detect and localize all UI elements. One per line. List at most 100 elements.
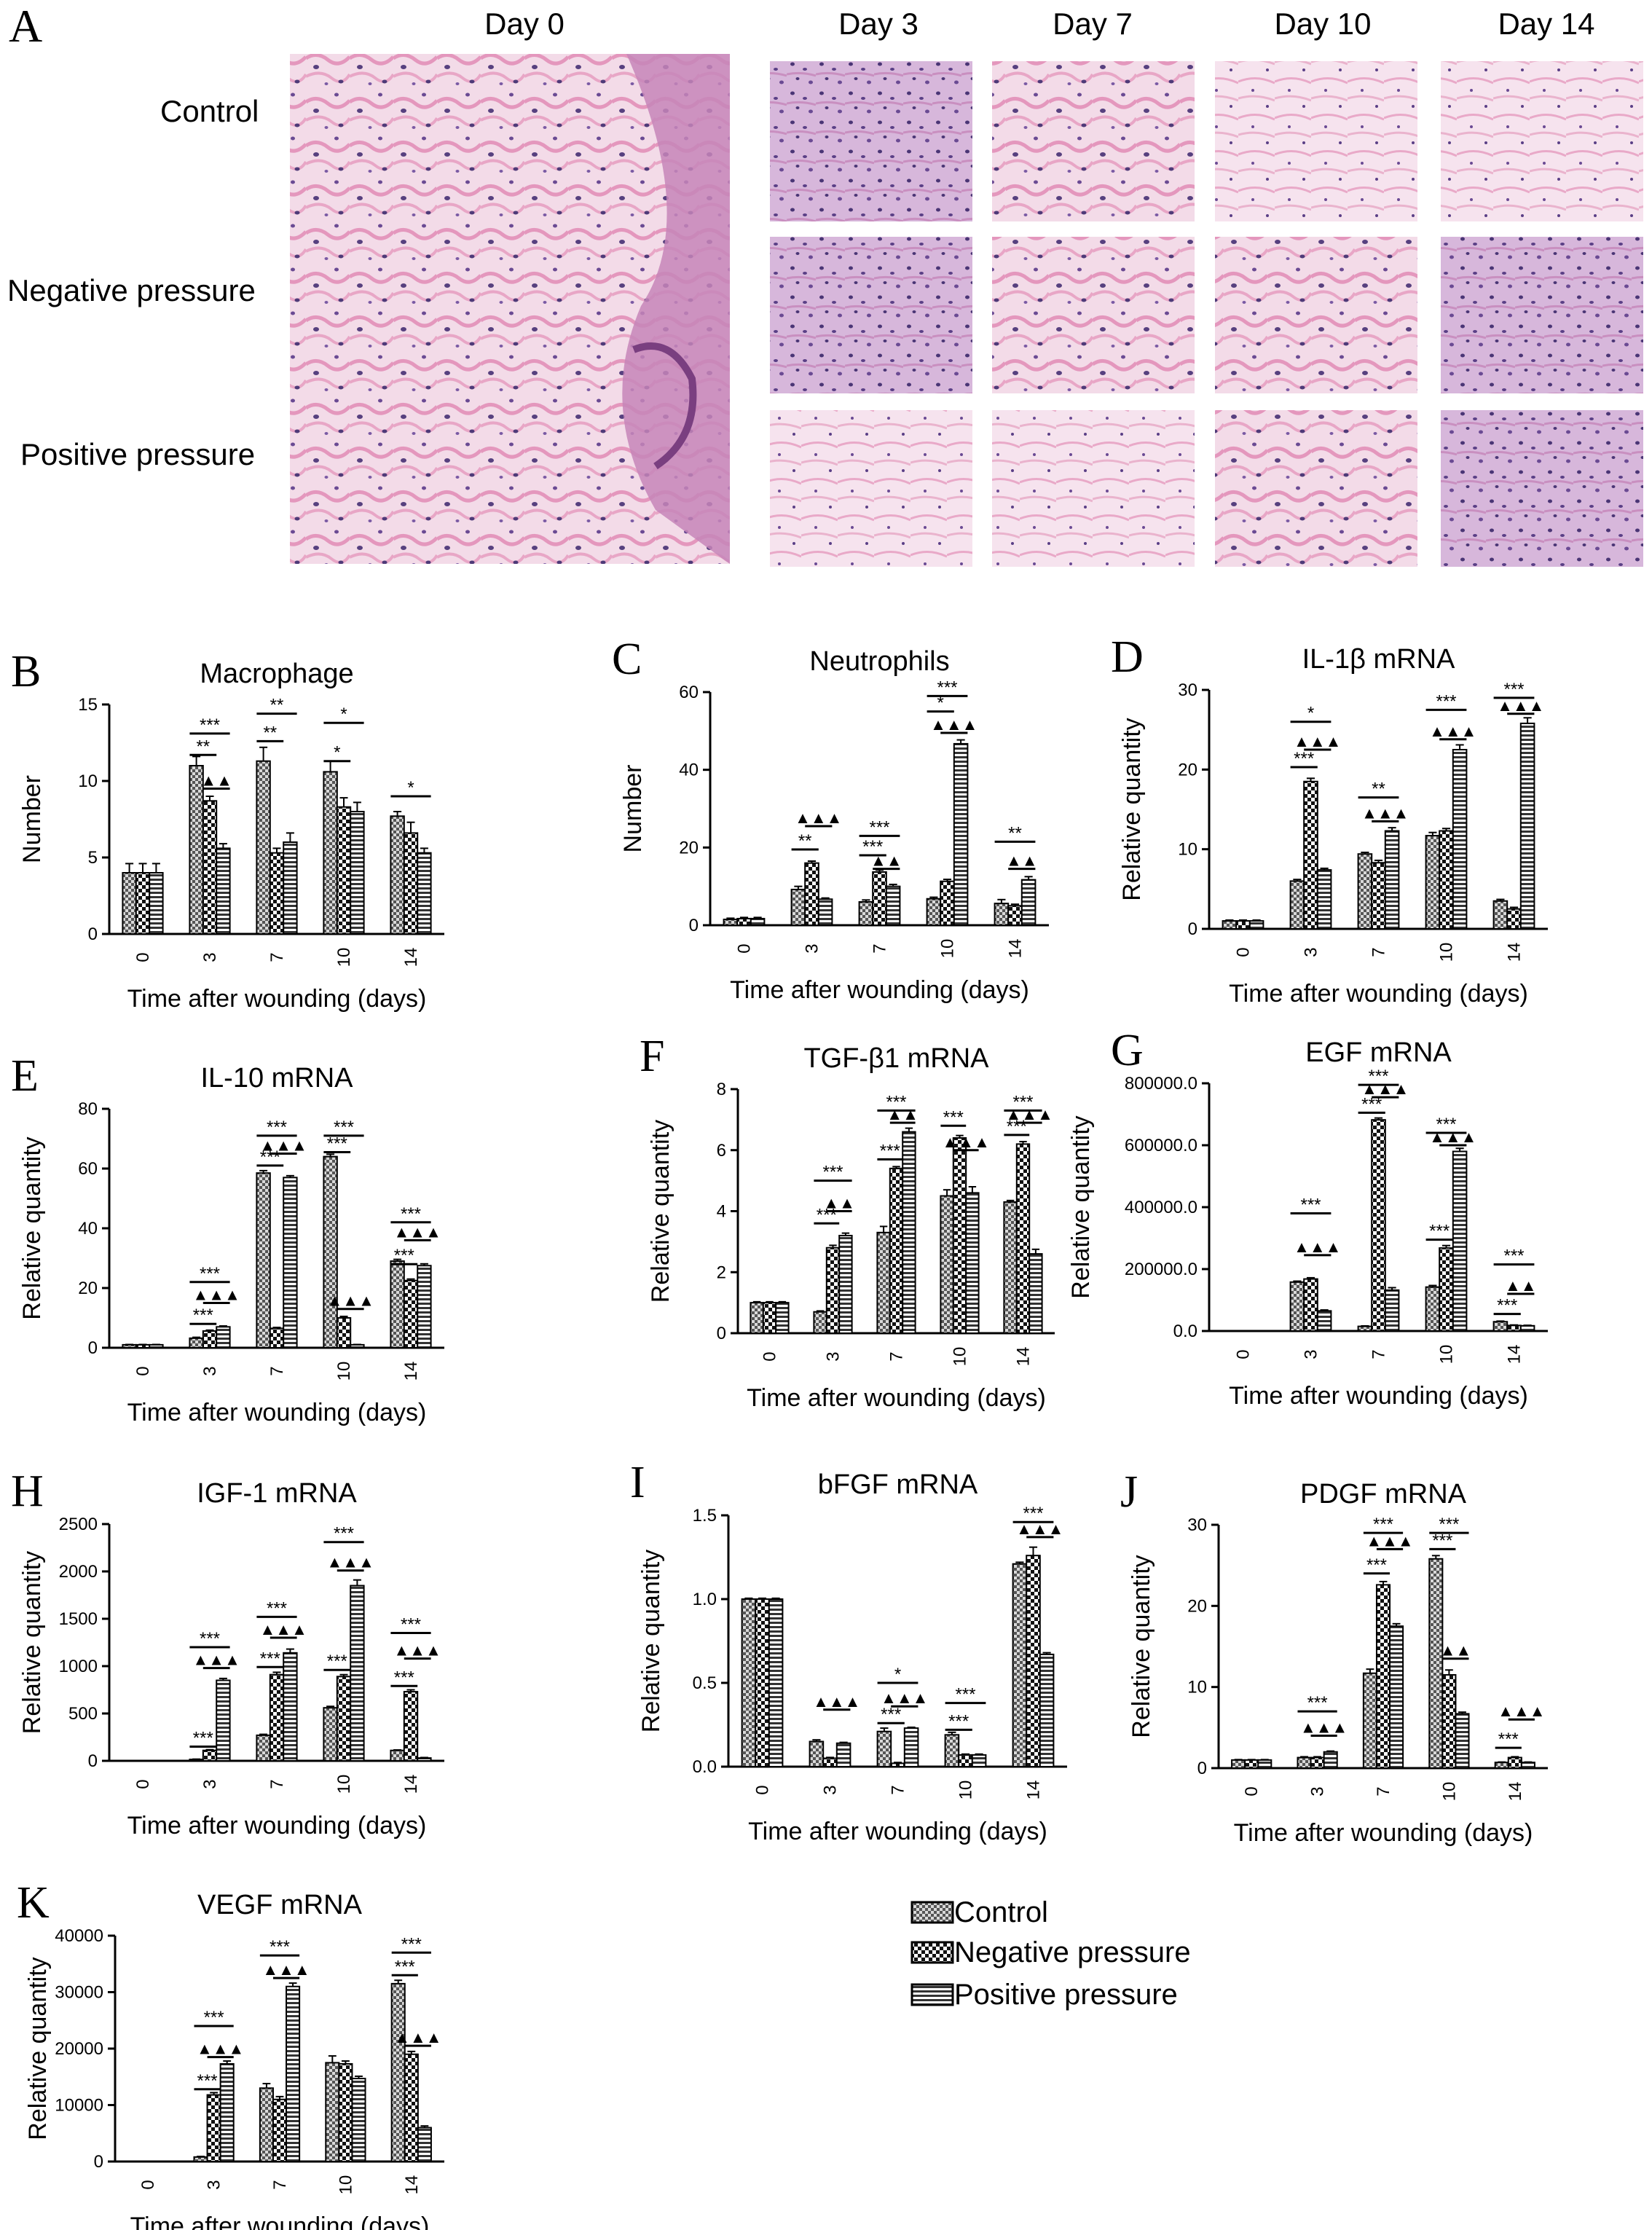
significance-marker-f: ▲▲	[886, 1105, 919, 1123]
bar-f-s2-c4	[1028, 1253, 1043, 1334]
panel-letter-j: J	[1120, 1467, 1138, 1517]
legend-label-negative: Negative pressure	[954, 1936, 1191, 1968]
bar-i-s0-c0	[741, 1598, 757, 1767]
bar-i-s0-c3	[944, 1734, 960, 1768]
bar-c-s1-c2	[872, 871, 887, 927]
legend-item-positive: Positive pressure	[910, 1980, 1178, 2009]
bar-j-s2-c3	[1455, 1713, 1470, 1770]
chart-title-e: IL-10 mRNA	[200, 1063, 353, 1094]
significance-marker-d: ▲▲▲	[1497, 696, 1544, 715]
bar-j-s2-c0	[1257, 1759, 1273, 1770]
y-tick-label-e: 80	[78, 1099, 98, 1119]
significance-marker-h: ▲▲▲	[193, 1651, 240, 1669]
significance-marker-c: ▲▲	[1006, 852, 1038, 870]
bar-k-s1-c3	[338, 2062, 353, 2163]
bar-d-s2-c2	[1384, 830, 1400, 930]
bar-d-s0-c4	[1492, 900, 1509, 930]
bar-d-s0-c3	[1425, 835, 1441, 930]
significance-marker-i: ▲▲▲	[813, 1692, 860, 1711]
y-tick-label-b: 10	[78, 772, 98, 791]
bar-e-s1-c3	[336, 1317, 352, 1348]
bar-h-s0-c3	[323, 1707, 338, 1762]
y-tick-label-k: 30000	[55, 1983, 103, 2003]
significance-marker-c: **	[1008, 823, 1022, 843]
x-tick-label-k: 10	[336, 2175, 355, 2195]
y-axis-label-d: Relative quantity	[1118, 718, 1146, 900]
bar-i-s2-c2	[903, 1727, 919, 1768]
bar-f-s2-c3	[965, 1192, 980, 1334]
y-tick-label-c: 60	[679, 683, 699, 702]
bar-k-s0-c3	[325, 2062, 340, 2162]
y-tick-label-d: 30	[1178, 680, 1197, 700]
x-tick-label-i: 0	[753, 1785, 773, 1794]
bar-e-s0-c3	[323, 1155, 338, 1348]
x-axis-label-g: Time after wounding (days)	[1229, 1382, 1528, 1410]
y-tick-label-h: 2500	[59, 1515, 98, 1534]
bar-i-s2-c3	[971, 1754, 987, 1767]
x-tick-label-e: 3	[200, 1366, 220, 1375]
significance-marker-f: ▲▲	[823, 1194, 855, 1212]
bar-b-s0-c2	[256, 760, 271, 935]
chart-k: K VEGF mRNA 0 10000 20000 30000 40000Relative …	[17, 1878, 444, 2230]
significance-marker-h: ▲▲▲	[260, 1620, 307, 1638]
x-tick-label-k: 3	[205, 2180, 224, 2189]
x-tick-label-c: 0	[735, 943, 755, 953]
significance-marker-j: ***	[1307, 1693, 1328, 1713]
chart-c: C Neutrophils 0 20 40 60 Number 0 3 7 10 14 Time aft…	[612, 635, 1049, 1004]
x-axis-label-j: Time after wounding (days)	[1234, 1819, 1533, 1847]
bar-c-s1-c1	[804, 862, 819, 926]
significance-marker-d: ▲▲▲	[1429, 722, 1476, 740]
y-tick-label-f: 2	[717, 1263, 726, 1282]
significance-marker-j: ***	[1373, 1515, 1393, 1534]
bar-k-s2-c4	[417, 2127, 432, 2162]
significance-marker-b: **	[270, 696, 284, 715]
significance-marker-h: ***	[401, 1615, 421, 1635]
bar-g-s1-c3	[1439, 1247, 1454, 1332]
x-tick-label-g: 3	[1302, 1349, 1321, 1359]
y-tick-label-e: 60	[78, 1159, 98, 1179]
bar-c-s0-c2	[858, 901, 874, 926]
bar-j-s2-c4	[1520, 1762, 1535, 1770]
significance-marker-e: ***	[394, 1246, 414, 1265]
x-tick-label-h: 14	[401, 1775, 421, 1794]
histology-day0-large	[290, 54, 730, 564]
y-tick-label-d: 20	[1178, 760, 1197, 780]
panel-letter-c: C	[612, 635, 642, 684]
legend-label-positive: Positive pressure	[954, 1979, 1178, 2011]
y-tick-label-g: 0.0	[1173, 1322, 1197, 1341]
significance-marker-j: ▲▲▲	[1366, 1531, 1413, 1550]
y-tick-label-h: 1000	[59, 1657, 98, 1676]
significance-marker-k: ***	[197, 2071, 218, 2091]
y-tick-label-k: 40000	[55, 1926, 103, 1946]
bar-e-s1-c0	[135, 1343, 151, 1349]
significance-marker-f: ▲▲▲	[943, 1133, 990, 1151]
bar-j-s0-c4	[1494, 1762, 1509, 1770]
bar-h-s1-c3	[336, 1676, 352, 1762]
legend-label-control: Control	[954, 1896, 1048, 1928]
x-axis-label-d: Time after wounding (days)	[1229, 980, 1528, 1008]
y-tick-label-g: 200000.0	[1125, 1260, 1197, 1279]
significance-marker-e: ▲▲▲	[193, 1286, 240, 1304]
y-tick-label-f: 4	[717, 1202, 726, 1222]
bar-f-s2-c2	[902, 1131, 916, 1334]
significance-marker-j: ▲▲	[1440, 1641, 1472, 1660]
significance-marker-j: ***	[1366, 1555, 1387, 1575]
bar-i-s1-c0	[755, 1598, 770, 1767]
x-axis-label-b: Time after wounding (days)	[127, 985, 427, 1013]
y-tick-label-e: 0	[88, 1338, 98, 1358]
y-tick-label-k: 0	[94, 2152, 103, 2172]
legend-item-negative: Negative pressure	[910, 1938, 1191, 1967]
significance-marker-j: ***	[1439, 1515, 1459, 1534]
significance-marker-d: ▲▲▲	[1294, 732, 1341, 750]
bar-i-s0-c1	[809, 1740, 825, 1767]
chart-h: H IGF-1 mRNA 0 500 1000 1500 2000 2500 Relative …	[11, 1467, 444, 1840]
chart-title-h: IGF-1 mRNA	[197, 1478, 357, 1509]
significance-marker-g: ***	[1497, 1296, 1517, 1316]
significance-marker-e: ***	[260, 1147, 280, 1167]
y-tick-label-b: 5	[88, 848, 98, 868]
x-tick-label-c: 14	[1006, 939, 1026, 959]
x-tick-label-c: 3	[803, 943, 822, 953]
significance-marker-b: *	[340, 704, 347, 724]
panel-letter-f: F	[640, 1032, 664, 1081]
